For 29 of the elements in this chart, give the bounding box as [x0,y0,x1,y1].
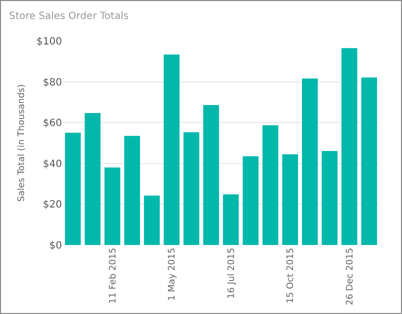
y-tick-label: $60 [42,118,62,130]
bar [282,154,298,245]
chart-title: Store Sales Order Totals [9,10,129,22]
bar [262,125,278,245]
bar [183,132,200,245]
bar [104,167,120,245]
bar [164,54,180,245]
bar [203,105,220,245]
bar [341,48,358,245]
bar [124,136,140,245]
bar [84,113,101,245]
y-axis-title: Sales Total (in Thousands) [16,84,27,202]
x-tick-label: 26 Dec 2015 [345,248,356,306]
x-tick-label: 15 Oct 2015 [286,248,296,304]
y-tick-label: $100 [36,36,62,48]
y-tick-label: $40 [42,158,62,170]
bar [302,78,318,245]
x-tick-label: 16 Jul 2015 [226,248,237,299]
bar [242,156,259,245]
x-tick-label: 11 Feb 2015 [108,248,118,304]
bar [322,150,338,245]
bar [361,78,378,245]
bar [64,132,81,245]
y-tick-label: $80 [42,77,62,88]
y-tick-label: $0 [49,240,62,252]
bar [144,196,160,245]
bar [222,194,239,245]
x-tick-label: 1 May 2015 [168,248,178,301]
y-tick-label: $20 [42,200,62,211]
